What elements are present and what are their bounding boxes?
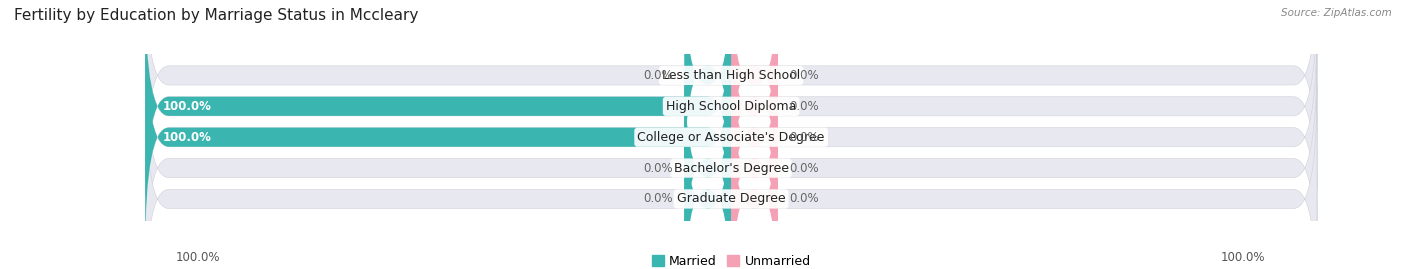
Legend: Married, Unmarried: Married, Unmarried	[647, 250, 815, 269]
Text: 100.0%: 100.0%	[163, 131, 212, 144]
Text: 0.0%: 0.0%	[790, 162, 820, 175]
Text: 0.0%: 0.0%	[790, 100, 820, 113]
Text: 100.0%: 100.0%	[1220, 251, 1265, 264]
Text: 0.0%: 0.0%	[790, 69, 820, 82]
FancyBboxPatch shape	[685, 85, 731, 269]
Text: College or Associate's Degree: College or Associate's Degree	[637, 131, 825, 144]
Text: Source: ZipAtlas.com: Source: ZipAtlas.com	[1281, 8, 1392, 18]
FancyBboxPatch shape	[145, 0, 1317, 189]
FancyBboxPatch shape	[145, 0, 1317, 220]
Text: 0.0%: 0.0%	[643, 192, 672, 206]
Text: 0.0%: 0.0%	[790, 192, 820, 206]
Text: High School Diploma: High School Diploma	[666, 100, 796, 113]
Text: 100.0%: 100.0%	[176, 251, 221, 264]
FancyBboxPatch shape	[145, 0, 731, 220]
Text: Fertility by Education by Marriage Status in Mccleary: Fertility by Education by Marriage Statu…	[14, 8, 419, 23]
FancyBboxPatch shape	[731, 85, 778, 269]
FancyBboxPatch shape	[731, 23, 778, 251]
Text: Bachelor's Degree: Bachelor's Degree	[673, 162, 789, 175]
FancyBboxPatch shape	[145, 54, 1317, 269]
FancyBboxPatch shape	[731, 0, 778, 220]
Text: 100.0%: 100.0%	[163, 100, 212, 113]
FancyBboxPatch shape	[731, 0, 778, 189]
FancyBboxPatch shape	[685, 54, 731, 269]
Text: 0.0%: 0.0%	[643, 69, 672, 82]
Text: 0.0%: 0.0%	[790, 131, 820, 144]
FancyBboxPatch shape	[731, 54, 778, 269]
FancyBboxPatch shape	[145, 23, 1317, 251]
Text: 0.0%: 0.0%	[643, 162, 672, 175]
FancyBboxPatch shape	[685, 0, 731, 189]
FancyBboxPatch shape	[145, 85, 1317, 269]
Text: Less than High School: Less than High School	[662, 69, 800, 82]
Text: Graduate Degree: Graduate Degree	[676, 192, 786, 206]
FancyBboxPatch shape	[145, 23, 731, 251]
